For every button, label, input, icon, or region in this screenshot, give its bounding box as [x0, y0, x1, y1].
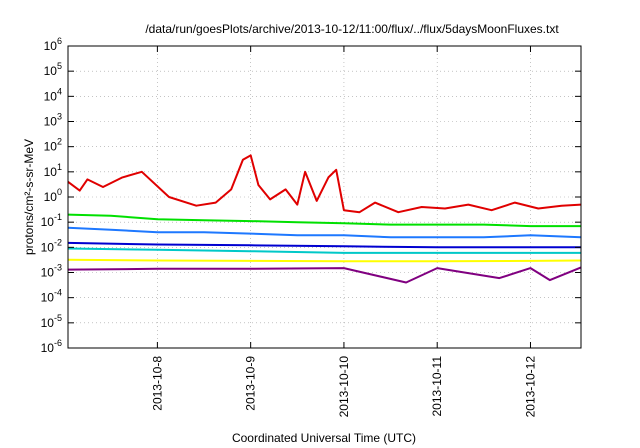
- y-tick-label: 10-4: [41, 288, 62, 305]
- y-axis: 10-6 10-5 10-4 10-3 10-2 10-1 100 101 102 103 104 1…: [41, 36, 581, 355]
- grid-lines: [68, 46, 581, 348]
- y-tick-label: 104: [44, 86, 62, 103]
- x-tick-label: 2013-10-9: [244, 356, 258, 411]
- y-tick-label: 105: [44, 61, 62, 78]
- y-tick-label: 10-2: [41, 237, 62, 254]
- y-tick-label: 100: [44, 187, 62, 204]
- series-line-1: [67, 213, 581, 228]
- y-axis-label: protons/cm²-s-sr-MeV: [22, 139, 36, 255]
- y-tick-label: 10-3: [41, 263, 62, 280]
- x-axis: 2013-10-8 2013-10-9 2013-10-10 2013-10-11 20…: [150, 46, 537, 417]
- y-tick-label: 10-6: [41, 338, 62, 355]
- x-tick-label: 2013-10-12: [523, 356, 537, 418]
- x-tick-label: 2013-10-11: [430, 356, 444, 417]
- x-axis-label: Coordinated Universal Time (UTC): [232, 431, 416, 445]
- y-tick-label: 102: [44, 137, 62, 154]
- y-tick-label: 103: [44, 112, 62, 129]
- series-line-0: [67, 154, 582, 214]
- x-tick-label: 2013-10-10: [337, 356, 351, 418]
- series-line-4: [67, 241, 581, 249]
- series-line-2: [67, 226, 582, 239]
- series-line-3: [67, 247, 581, 254]
- y-tick-label: 10-5: [41, 313, 62, 330]
- series-line-5: [67, 258, 582, 263]
- y-tick-label: 106: [44, 36, 62, 53]
- chart-title: /data/run/goesPlots/archive/2013-10-12/1…: [145, 22, 559, 36]
- x-tick-label: 2013-10-8: [150, 356, 164, 411]
- series-layer: [67, 154, 582, 284]
- series-line-6: [67, 266, 582, 284]
- y-tick-label: 10-1: [41, 212, 62, 229]
- y-tick-label: 101: [44, 162, 62, 179]
